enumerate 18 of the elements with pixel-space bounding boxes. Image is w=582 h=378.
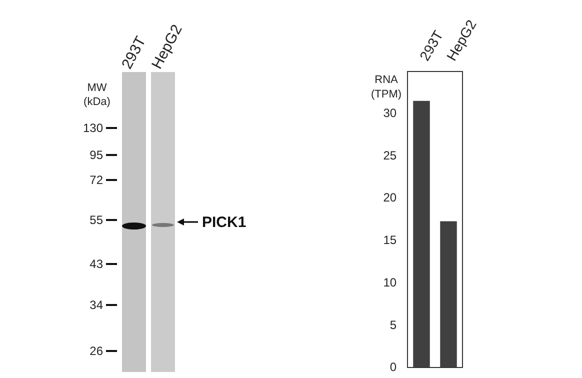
- y-tick-label: 5: [390, 318, 397, 332]
- y-tick-label: 25: [383, 148, 397, 162]
- text: MW: [87, 82, 108, 94]
- y-tick-label: 10: [383, 275, 397, 290]
- text: (kDa): [84, 96, 110, 108]
- y-axis-title: RNA (TPM): [371, 74, 402, 100]
- text: PICK1: [202, 214, 246, 231]
- text: 95: [90, 148, 104, 162]
- y-tick-label: 30: [383, 106, 397, 120]
- text: 43: [90, 257, 104, 271]
- text: 55: [90, 213, 104, 227]
- text: 72: [90, 173, 104, 187]
- text: 26: [90, 344, 104, 358]
- y-tick-label: 20: [383, 190, 397, 205]
- text: 34: [90, 298, 104, 312]
- y-tick-label: 0: [390, 360, 397, 374]
- text: 130: [82, 121, 104, 135]
- y-tick-label: 15: [383, 233, 397, 248]
